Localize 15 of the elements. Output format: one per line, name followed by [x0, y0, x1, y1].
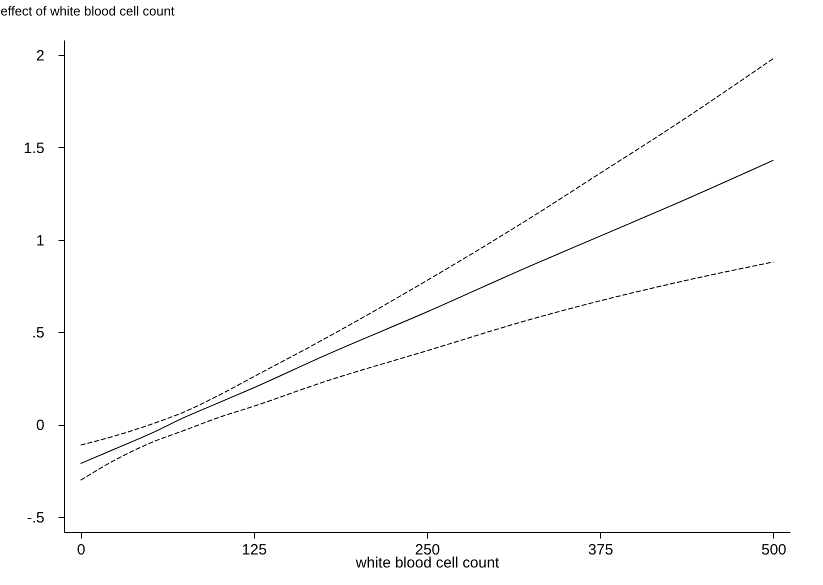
x-axis-title: white blood cell count: [354, 554, 500, 572]
y-tick-label: 1: [36, 232, 44, 250]
y-tick-label: -.5: [26, 510, 44, 527]
y-tick-label: 2: [36, 47, 44, 64]
x-tick-label: 375: [588, 542, 614, 558]
y-axis-title: effect of white blood cell count: [0, 4, 175, 18]
x-tick-label: 125: [242, 542, 267, 558]
y-tick-label: .5: [32, 324, 44, 342]
line-series: [80, 160, 774, 464]
x-tick-label: 0: [76, 542, 86, 558]
line-series: [80, 58, 774, 446]
line-series: [80, 261, 774, 481]
y-tick-label: 1.5: [24, 140, 44, 157]
x-tick-label: 500: [761, 542, 786, 558]
y-tick-label: 0: [36, 417, 44, 434]
